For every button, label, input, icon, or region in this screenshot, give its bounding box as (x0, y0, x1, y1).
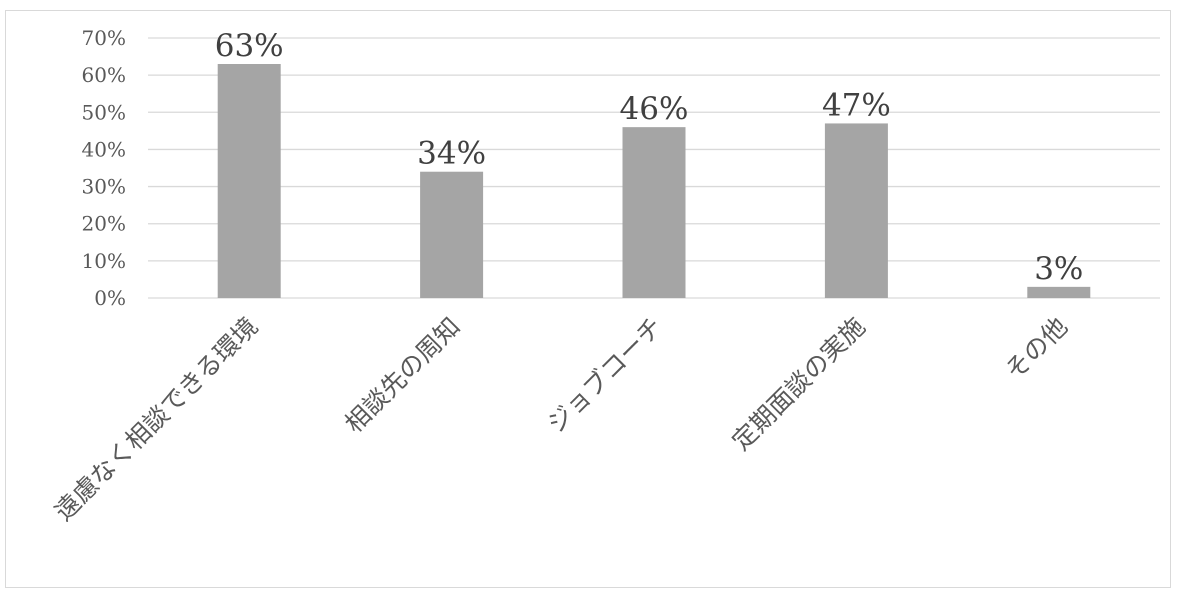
y-tick-label: 40% (82, 137, 126, 161)
bar-2 (622, 127, 686, 299)
data-label: 63% (215, 28, 284, 64)
bar-1 (420, 171, 484, 298)
bar-4 (1027, 286, 1091, 298)
x-category-label: 遠慮なく相談できる環境 (49, 312, 264, 527)
data-label: 34% (417, 136, 486, 172)
y-tick-label: 0% (94, 286, 126, 310)
x-axis-category-labels: 遠慮なく相談できる環境 相談先の周知 ジョブコーチ 定期面談の実施 その他 (49, 312, 1073, 527)
data-label: 3% (1034, 251, 1083, 287)
bar-3 (824, 123, 888, 298)
data-label: 46% (620, 91, 689, 127)
y-tick-label: 50% (82, 100, 126, 124)
bars (217, 64, 1091, 299)
y-tick-label: 30% (82, 175, 126, 199)
x-category-label: ジョブコーチ (542, 312, 669, 439)
y-tick-label: 10% (82, 249, 126, 273)
y-tick-label: 60% (82, 63, 126, 87)
y-tick-label: 20% (82, 212, 126, 236)
x-category-label: 相談先の周知 (339, 312, 466, 439)
data-label: 47% (822, 87, 891, 123)
chart-frame (5, 10, 1171, 588)
y-axis-tick-labels: 0% 10% 20% 30% 40% 50% 60% 70% (82, 26, 126, 310)
x-category-label: 定期面談の実施 (726, 312, 870, 456)
y-tick-label: 70% (82, 26, 126, 50)
x-category-label: その他 (999, 312, 1073, 386)
data-labels: 63% 34% 46% 47% 3% (215, 28, 1084, 287)
bar-0 (217, 64, 281, 298)
